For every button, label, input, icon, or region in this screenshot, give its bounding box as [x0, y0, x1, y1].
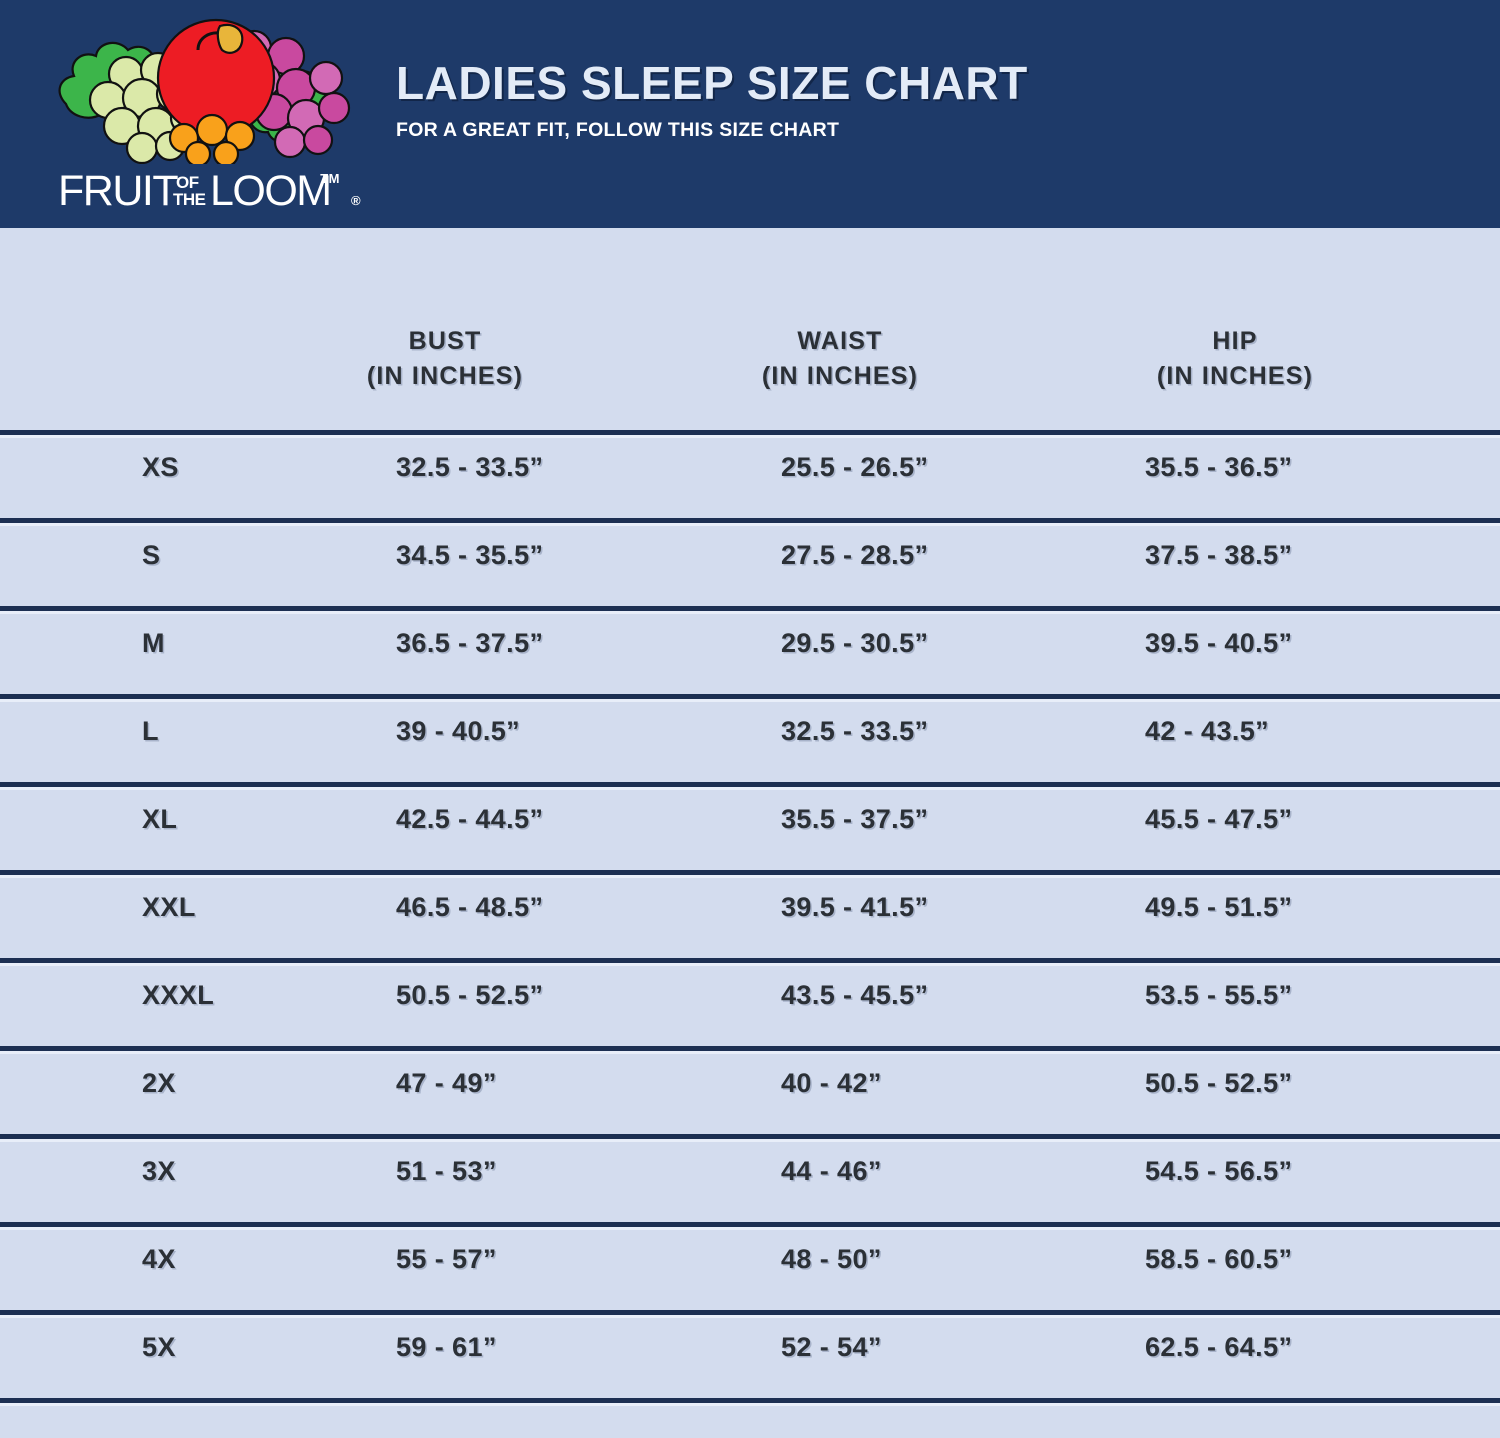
column-header-hip: HIP (IN INCHES) [1085, 324, 1385, 393]
cell-size: XL [142, 804, 178, 834]
row-separator [0, 1046, 1500, 1054]
column-header-bust-label: BUST [408, 327, 482, 355]
cell-bust: 59 - 61” [396, 1332, 497, 1362]
trademark-icon: TM [320, 171, 340, 186]
column-header-hip-label: HIP [1212, 327, 1258, 355]
row-separator [0, 782, 1500, 790]
cell-bust: 36.5 - 37.5” [396, 628, 544, 658]
cell-size: L [142, 716, 159, 746]
cell-waist: 27.5 - 28.5” [781, 540, 929, 570]
row-separator [0, 1134, 1500, 1142]
cell-hip: 45.5 - 47.5” [1145, 804, 1293, 834]
row-separator [0, 870, 1500, 878]
cell-hip: 39.5 - 40.5” [1145, 628, 1293, 658]
svg-text:LOOM: LOOM [210, 167, 331, 215]
cell-waist: 29.5 - 30.5” [781, 628, 929, 658]
cell-waist: 35.5 - 37.5” [781, 804, 929, 834]
cell-waist: 40 - 42” [781, 1068, 882, 1098]
page-subtitle: FOR A GREAT FIT, FOLLOW THIS SIZE CHART [396, 119, 840, 141]
cell-waist: 43.5 - 45.5” [781, 980, 929, 1010]
table-row[interactable]: XL 42.5 - 44.5” 35.5 - 37.5” 45.5 - 47.5” [0, 788, 1500, 850]
cell-size: XS [142, 452, 179, 482]
size-table: BUST (IN INCHES) WAIST (IN INCHES) HIP (… [0, 228, 1500, 1438]
cell-bust: 32.5 - 33.5” [396, 452, 544, 482]
column-header-hip-unit: (IN INCHES) [1156, 361, 1314, 390]
cell-size: 5X [142, 1332, 176, 1362]
cell-bust: 34.5 - 35.5” [396, 540, 544, 570]
cell-waist: 25.5 - 26.5” [781, 452, 929, 482]
page-title: LADIES SLEEP SIZE CHART [396, 57, 1028, 109]
cell-bust: 46.5 - 48.5” [396, 892, 544, 922]
cell-waist: 44 - 46” [781, 1156, 882, 1186]
table-row[interactable]: XXXL 50.5 - 52.5” 43.5 - 45.5” 53.5 - 55.5” [0, 964, 1500, 1026]
cell-hip: 62.5 - 64.5” [1145, 1332, 1293, 1362]
svg-text:®: ® [351, 193, 361, 208]
column-header-waist: WAIST (IN INCHES) [690, 324, 990, 393]
cell-size: M [142, 628, 165, 658]
row-separator [0, 606, 1500, 614]
cell-waist: 39.5 - 41.5” [781, 892, 929, 922]
row-separator [0, 1222, 1500, 1230]
brand-logo: TM FRUIT OF THE LOOM ® [48, 12, 368, 216]
row-separator [0, 694, 1500, 702]
column-header-waist-label: WAIST [797, 327, 883, 355]
svg-text:FRUIT: FRUIT [58, 167, 178, 215]
row-separator [0, 518, 1500, 526]
table-row[interactable]: XS 32.5 - 33.5” 25.5 - 26.5” 35.5 - 36.5” [0, 436, 1500, 498]
table-row[interactable]: M 36.5 - 37.5” 29.5 - 30.5” 39.5 - 40.5” [0, 612, 1500, 674]
svg-text:OF: OF [176, 173, 199, 192]
cell-waist: 48 - 50” [781, 1244, 882, 1274]
cell-size: XXXL [142, 980, 215, 1010]
cell-hip: 50.5 - 52.5” [1145, 1068, 1293, 1098]
column-header-bust-unit: (IN INCHES) [366, 361, 524, 390]
cell-waist: 52 - 54” [781, 1332, 882, 1362]
table-row[interactable]: 2X 47 - 49” 40 - 42” 50.5 - 52.5” [0, 1052, 1500, 1114]
table-row[interactable]: L 39 - 40.5” 32.5 - 33.5” 42 - 43.5” [0, 700, 1500, 762]
brand-wordmark: FRUIT OF THE LOOM ® [58, 167, 361, 215]
header-band: TM FRUIT OF THE LOOM ® LADIES SLEEP SIZE… [0, 0, 1500, 228]
cell-size: 4X [142, 1244, 176, 1274]
cell-hip: 37.5 - 38.5” [1145, 540, 1293, 570]
row-separator [0, 430, 1500, 438]
table-bottom-separator [0, 1398, 1500, 1406]
cell-size: 2X [142, 1068, 176, 1098]
table-row[interactable]: 3X 51 - 53” 44 - 46” 54.5 - 56.5” [0, 1140, 1500, 1202]
row-separator [0, 958, 1500, 966]
svg-text:THE: THE [173, 190, 206, 209]
cell-size: S [142, 540, 161, 570]
cell-size: 3X [142, 1156, 176, 1186]
column-header-bust: BUST (IN INCHES) [295, 324, 595, 393]
table-row[interactable]: XXL 46.5 - 48.5” 39.5 - 41.5” 49.5 - 51.5” [0, 876, 1500, 938]
cell-bust: 47 - 49” [396, 1068, 497, 1098]
column-header-waist-unit: (IN INCHES) [761, 361, 919, 390]
table-row[interactable]: 5X 59 - 61” 52 - 54” 62.5 - 64.5” [0, 1316, 1500, 1378]
cell-bust: 42.5 - 44.5” [396, 804, 544, 834]
table-row[interactable]: S 34.5 - 35.5” 27.5 - 28.5” 37.5 - 38.5” [0, 524, 1500, 586]
cell-bust: 39 - 40.5” [396, 716, 521, 746]
cell-hip: 54.5 - 56.5” [1145, 1156, 1293, 1186]
cell-size: XXL [142, 892, 196, 922]
title-block: LADIES SLEEP SIZE CHART FOR A GREAT FIT,… [396, 60, 1028, 142]
cell-hip: 35.5 - 36.5” [1145, 452, 1293, 482]
cell-hip: 49.5 - 51.5” [1145, 892, 1293, 922]
cell-bust: 55 - 57” [396, 1244, 497, 1274]
row-separator [0, 1310, 1500, 1318]
cell-hip: 53.5 - 55.5” [1145, 980, 1293, 1010]
cell-hip: 58.5 - 60.5” [1145, 1244, 1293, 1274]
fruit-basket-logo-icon [58, 18, 351, 164]
cell-hip: 42 - 43.5” [1145, 716, 1270, 746]
table-row[interactable]: 4X 55 - 57” 48 - 50” 58.5 - 60.5” [0, 1228, 1500, 1290]
cell-bust: 51 - 53” [396, 1156, 497, 1186]
cell-bust: 50.5 - 52.5” [396, 980, 544, 1010]
cell-waist: 32.5 - 33.5” [781, 716, 929, 746]
